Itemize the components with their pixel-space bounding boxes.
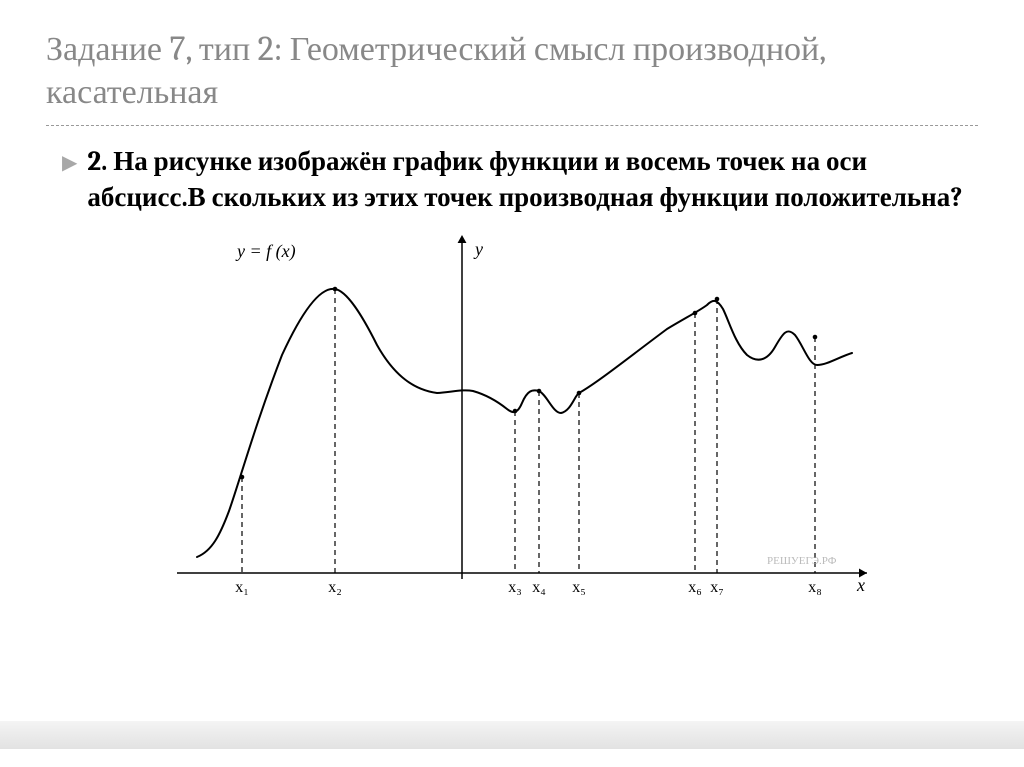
x-point-label-x2: x₂: [328, 579, 342, 597]
problem-text: 2. На рисунке изображён график функции и…: [87, 144, 978, 215]
function-label: y = f (x): [237, 241, 296, 262]
y-axis-label: y: [475, 239, 483, 260]
body-block: ▶ 2. На рисунке изображён график функции…: [46, 144, 978, 215]
x-point-label-x8: x₈: [808, 579, 822, 597]
watermark: РЕШУЕГЭ.РФ: [767, 555, 836, 567]
slide-title: Задание 7, тип 2: Геометрический смысл п…: [46, 28, 978, 123]
slide-container: Задание 7, тип 2: Геометрический смысл п…: [0, 0, 1024, 767]
x-point-label-x3: x₃: [508, 579, 522, 597]
x-point-label-x6: x₆: [688, 579, 702, 597]
x-point-label-x7: x₇: [710, 579, 724, 597]
x-point-label-x5: x₅: [572, 579, 586, 597]
function-graph: y = f (x) y x РЕШУЕГЭ.РФ x₁ x₂ x₃ x₄ x₅ x₆ x₇ x…: [147, 235, 877, 625]
x-point-label-x4: x₄: [532, 579, 546, 597]
x-axis-label: x: [857, 575, 865, 596]
title-divider: [46, 125, 978, 126]
graph-wrapper: y = f (x) y x РЕШУЕГЭ.РФ x₁ x₂ x₃ x₄ x₅ x₆ x₇ x…: [46, 235, 978, 625]
x-point-label-x1: x₁: [235, 579, 249, 597]
bullet-icon: ▶: [62, 150, 77, 174]
bottom-bar: [0, 721, 1024, 749]
